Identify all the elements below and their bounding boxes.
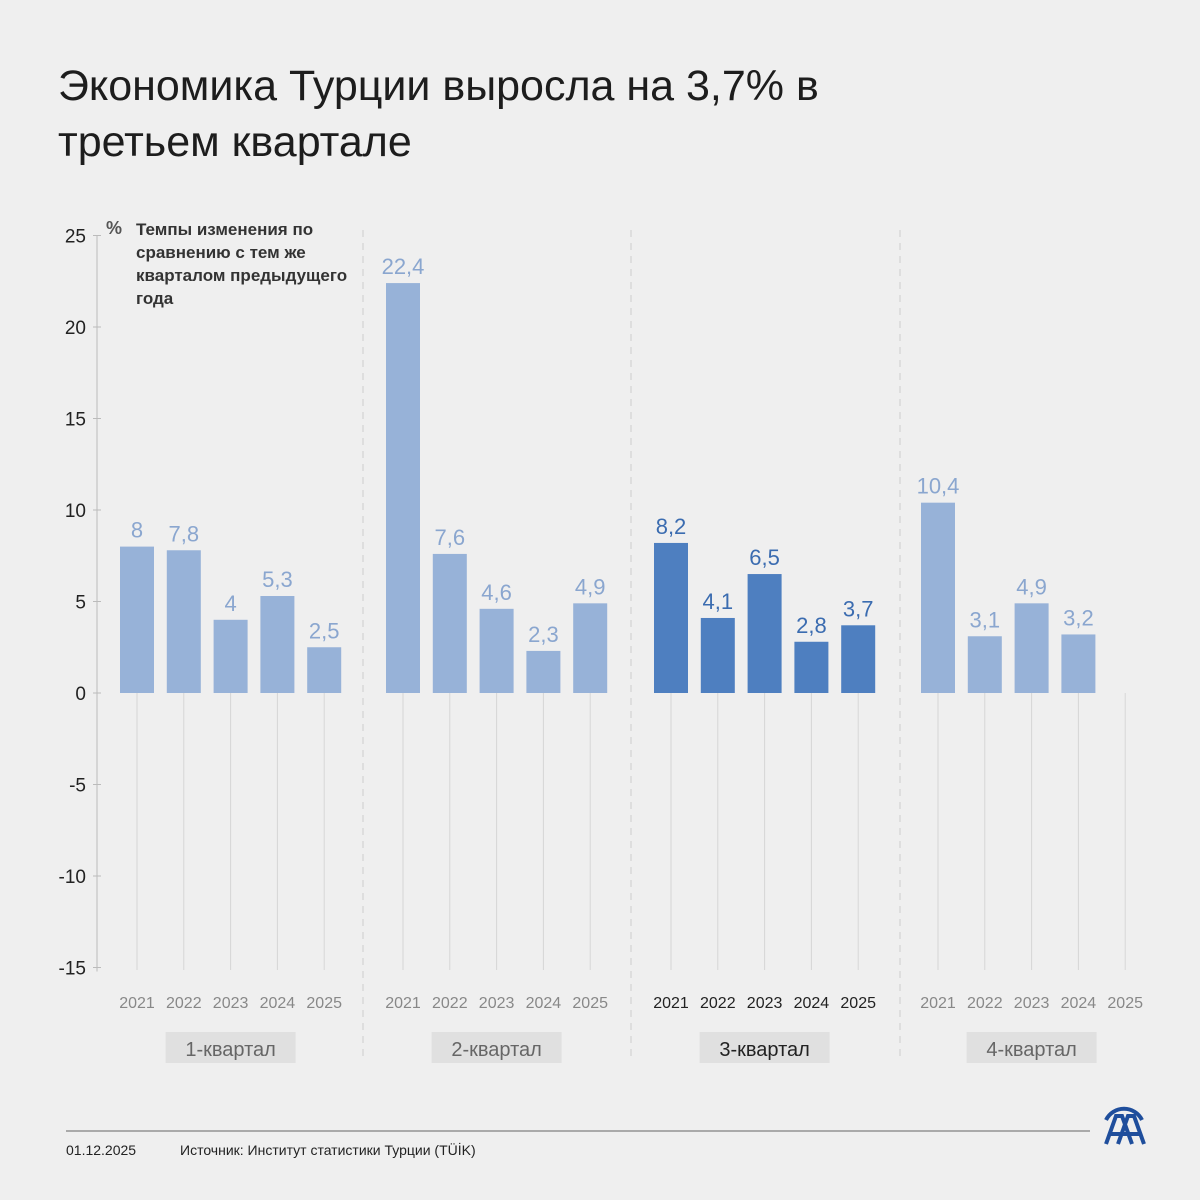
quarter-label-box	[431, 1032, 562, 1063]
bar	[526, 650, 561, 693]
bar	[841, 625, 876, 693]
year-label: 2021	[119, 995, 155, 1012]
bar	[1061, 634, 1096, 693]
data-label: 4,9	[1016, 574, 1047, 599]
data-label: 22,4	[382, 254, 425, 279]
bar	[794, 641, 829, 693]
quarter-label-box	[966, 1032, 1097, 1063]
bar	[120, 546, 154, 693]
footer-date: 01.12.2025	[66, 1142, 137, 1158]
data-label: 3,7	[843, 596, 874, 621]
year-label: 2023	[747, 995, 783, 1012]
data-label: 6,5	[749, 545, 780, 570]
page-title: Экономика Турции выросла на 3,7% в треть…	[58, 62, 819, 166]
bar	[1014, 603, 1049, 693]
footer-divider	[66, 1130, 1090, 1132]
data-label: 4,9	[575, 574, 606, 599]
y-tick-label: -15	[59, 959, 86, 980]
y-tick-label: 5	[75, 593, 86, 614]
year-label: 2021	[920, 995, 956, 1012]
year-label: 2022	[967, 995, 1003, 1012]
unit-label: %	[106, 218, 123, 238]
y-tick-label: 10	[65, 501, 86, 522]
data-label: 2,8	[796, 613, 827, 638]
bar	[307, 647, 342, 693]
quarter-label: 2-квартал	[451, 1039, 541, 1061]
y-tick-label: 0	[75, 684, 86, 705]
data-label: 2,5	[309, 618, 340, 643]
year-label: 2022	[166, 995, 202, 1012]
year-label: 2021	[653, 995, 689, 1012]
y-tick-label: 15	[65, 410, 86, 431]
year-label: 2021	[385, 995, 421, 1012]
year-label: 2024	[1061, 995, 1097, 1012]
data-label: 8	[131, 518, 143, 543]
aa-logo-icon	[1104, 1106, 1146, 1145]
data-label: 3,2	[1063, 605, 1094, 630]
quarter-label: 4-квартал	[986, 1039, 1076, 1061]
year-label: 2024	[526, 995, 562, 1012]
data-label: 7,6	[435, 525, 466, 550]
bar	[386, 283, 420, 693]
year-label: 2023	[1014, 995, 1050, 1012]
data-label: 4	[224, 591, 236, 616]
data-label: 4,1	[703, 589, 734, 614]
y-axis-label: Темпы изменения по сравнению с тем же кв…	[136, 220, 348, 308]
y-tick-label: 20	[65, 318, 86, 339]
year-label: 2025	[572, 995, 608, 1012]
data-label: 4,6	[481, 580, 512, 605]
quarter-label: 3-квартал	[719, 1039, 809, 1061]
data-label: 8,2	[656, 514, 687, 539]
data-label: 2,3	[528, 622, 559, 647]
bar	[432, 553, 467, 693]
y-tick-label: -5	[69, 776, 86, 797]
year-label: 2023	[479, 995, 515, 1012]
footer-source: Источник: Институт статистики Турции (TÜ…	[180, 1142, 476, 1158]
data-label: 7,8	[169, 521, 200, 546]
bar	[573, 603, 608, 693]
bar	[747, 574, 782, 693]
bar	[700, 617, 735, 693]
bar	[166, 550, 201, 693]
y-tick-label: -10	[59, 867, 86, 888]
year-label: 2024	[260, 995, 296, 1012]
bar	[479, 608, 514, 693]
quarter-label-box	[165, 1032, 296, 1063]
year-label: 2025	[306, 995, 342, 1012]
data-label: 5,3	[262, 567, 293, 592]
bar	[213, 619, 248, 693]
bar	[654, 542, 688, 693]
data-label: 10,4	[917, 474, 960, 499]
bar	[921, 502, 955, 693]
data-label: 3,1	[970, 607, 1001, 632]
year-label: 2025	[1107, 995, 1143, 1012]
year-label: 2023	[213, 995, 249, 1012]
year-label: 2025	[840, 995, 876, 1012]
year-label: 2022	[700, 995, 736, 1012]
y-tick-label: 25	[65, 227, 86, 248]
quarter-label-box	[699, 1032, 830, 1063]
bar	[967, 636, 1002, 693]
quarter-label: 1-квартал	[185, 1039, 275, 1061]
bar	[260, 596, 295, 693]
year-label: 2024	[794, 995, 830, 1012]
year-label: 2022	[432, 995, 468, 1012]
